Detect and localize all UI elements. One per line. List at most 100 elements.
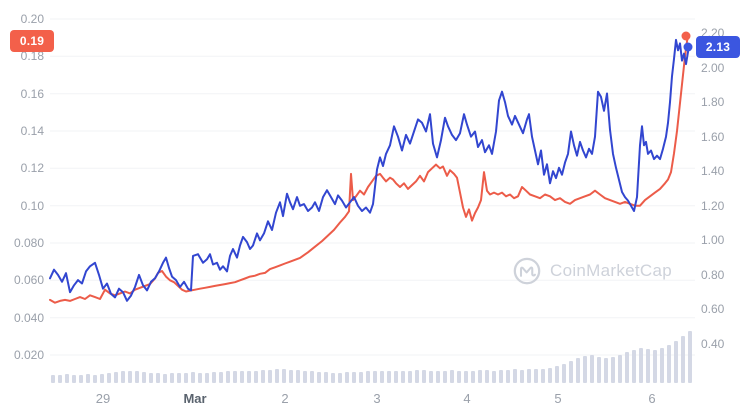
volume-bar — [191, 372, 195, 383]
volume-bar — [457, 371, 461, 383]
volume-bar — [184, 373, 188, 383]
x-axis-tick: 4 — [463, 391, 471, 406]
volume-bar — [688, 331, 692, 383]
volume-bar — [51, 375, 55, 383]
left-axis-tick: 0.040 — [13, 310, 44, 325]
volume-bar — [674, 341, 678, 383]
volume-bar — [261, 370, 265, 383]
volume-bar — [450, 370, 454, 383]
x-axis-tick: 29 — [95, 391, 111, 406]
volume-bar — [506, 370, 510, 383]
volume-bar — [233, 371, 237, 383]
left-axis-tick: 0.060 — [13, 273, 44, 288]
volume-bar — [387, 371, 391, 383]
volume-bar — [646, 349, 650, 383]
volume-bar — [212, 372, 216, 383]
volume-bar — [541, 369, 545, 383]
volume-bar — [121, 371, 125, 383]
volume-bar — [639, 348, 643, 383]
volume-bar — [520, 370, 524, 383]
volume-bar — [604, 358, 608, 383]
volume-bar — [534, 369, 538, 383]
volume-bar — [156, 373, 160, 383]
x-axis-tick: Mar — [183, 391, 207, 406]
latest-price-badge-orange: 0.19 — [10, 30, 54, 52]
volume-bar — [72, 375, 76, 383]
volume-bar — [660, 348, 664, 383]
volume-bar — [205, 373, 209, 383]
volume-bar — [380, 371, 384, 383]
volume-bar — [632, 350, 636, 383]
right-axis-tick: 0.60 — [701, 302, 725, 317]
volume-bar — [289, 370, 293, 383]
volume-bar — [527, 369, 531, 383]
volume-bar — [597, 357, 601, 383]
volume-bar — [422, 370, 426, 383]
latest-price-dot — [681, 31, 691, 41]
x-axis-tick: 2 — [281, 391, 289, 406]
volume-bar — [618, 355, 622, 383]
right-axis-tick: 1.20 — [701, 198, 725, 213]
volume-bar — [296, 370, 300, 383]
volume-bar — [240, 371, 244, 383]
volume-bar — [345, 372, 349, 383]
volume-bar — [548, 368, 552, 383]
right-axis-tick: 1.80 — [701, 95, 725, 110]
right-axis-tick: 2.00 — [701, 60, 725, 75]
volume-bar — [359, 372, 363, 383]
volume-bar — [275, 369, 279, 383]
volume-bar — [373, 371, 377, 383]
left-axis-tick: 0.020 — [13, 348, 44, 362]
volume-bar — [338, 373, 342, 383]
volume-bar — [163, 374, 167, 383]
left-axis-tick: 0.14 — [20, 124, 44, 138]
left-axis-tick: 0.18 — [20, 49, 44, 64]
blue-price-series — [49, 38, 690, 302]
volume-bar — [408, 371, 412, 383]
volume-bar — [107, 373, 111, 383]
volume-bar — [583, 356, 587, 383]
volume-bar — [100, 374, 104, 383]
volume-bar — [142, 372, 146, 383]
volume-bar — [429, 371, 433, 383]
right-axis-tick: 0.40 — [701, 337, 725, 351]
volume-bar — [625, 352, 629, 383]
volume-bar — [268, 370, 272, 383]
volume-bar — [93, 375, 97, 383]
volume-bar — [485, 370, 489, 383]
right-axis-tick: 1.60 — [701, 129, 725, 144]
volume-bar — [492, 371, 496, 383]
orange-price-series — [49, 34, 689, 304]
volume-bar — [464, 371, 468, 383]
left-axis-tick: 0.10 — [20, 198, 44, 213]
volume-bar — [128, 371, 132, 383]
latest-price-dot — [683, 42, 693, 52]
x-axis-tick: 3 — [373, 391, 381, 406]
volume-bar — [58, 375, 62, 383]
volume-bar — [394, 371, 398, 383]
volume-bar — [170, 373, 174, 383]
volume-bar — [303, 371, 307, 383]
volume-bar — [667, 345, 671, 383]
volume-bar — [366, 371, 370, 383]
volume-bar — [352, 372, 356, 383]
volume-bar — [443, 371, 447, 383]
volume-bar — [86, 374, 90, 383]
left-axis-tick: 0.12 — [20, 161, 44, 176]
volume-bar — [513, 369, 517, 383]
volume-bar — [590, 355, 594, 383]
volume-bar — [471, 371, 475, 383]
volume-bar — [499, 370, 503, 383]
volume-bar — [324, 372, 328, 383]
x-axis-tick: 5 — [554, 391, 562, 406]
volume-bar — [282, 369, 286, 383]
volume-bar — [562, 364, 566, 383]
volume-bar — [177, 373, 181, 383]
left-axis-tick: 0.20 — [20, 12, 44, 26]
volume-bar — [555, 366, 559, 383]
volume-bar — [114, 372, 118, 383]
volume-bar — [653, 350, 657, 383]
volume-bar — [415, 370, 419, 383]
